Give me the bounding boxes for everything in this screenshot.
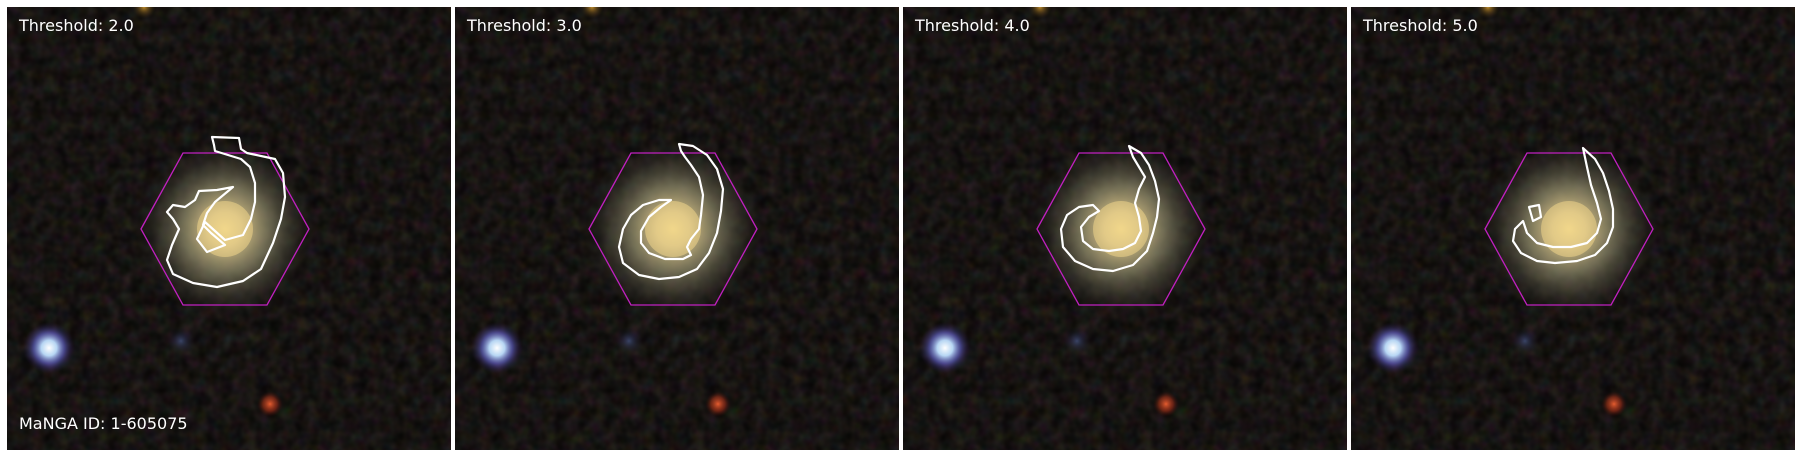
galaxy-image <box>7 7 451 450</box>
contour-outline <box>1059 144 1161 273</box>
threshold-label: Threshold: 4.0 <box>915 16 1030 35</box>
galaxy-image <box>1351 7 1795 450</box>
contour-outline <box>1511 146 1615 265</box>
manga-id-label: MaNGA ID: 1-605075 <box>19 414 188 433</box>
threshold-label: Threshold: 3.0 <box>467 16 582 35</box>
image-panel-threshold-5: Threshold: 5.0 <box>1351 7 1795 450</box>
image-panel-threshold-2: Threshold: 2.0 MaNGA ID: 1-605075 <box>7 7 451 450</box>
image-panel-threshold-3: Threshold: 3.0 <box>455 7 899 450</box>
contour-outline <box>617 142 725 281</box>
threshold-label: Threshold: 5.0 <box>1363 16 1478 35</box>
galaxy-image <box>903 7 1347 450</box>
threshold-label: Threshold: 2.0 <box>19 16 134 35</box>
image-panel-threshold-4: Threshold: 4.0 <box>903 7 1347 450</box>
contour-outline <box>165 135 287 289</box>
galaxy-image <box>455 7 899 450</box>
